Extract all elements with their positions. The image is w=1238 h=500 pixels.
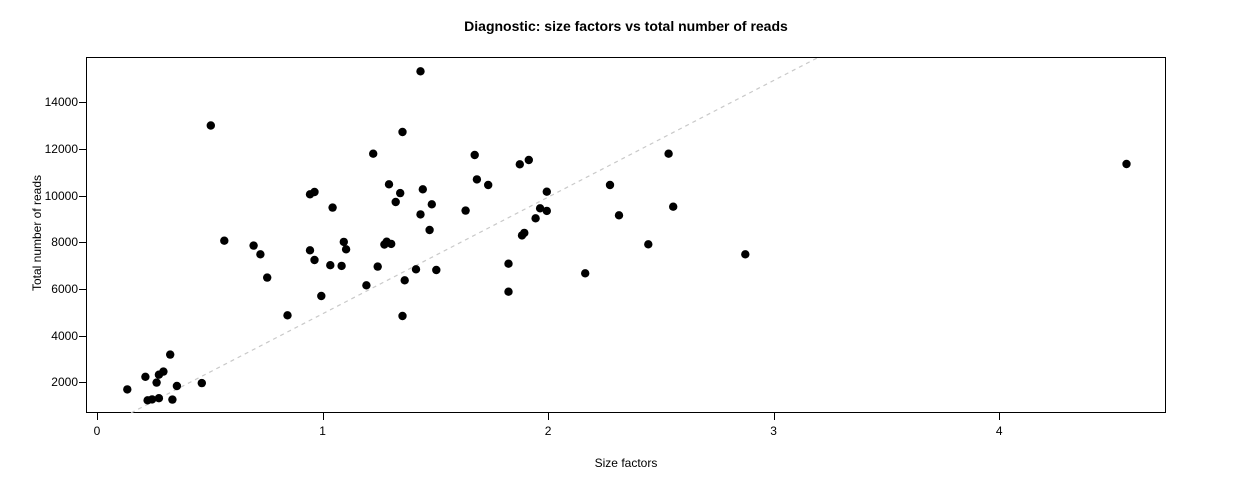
data-point [159,367,168,376]
x-tick-label: 0 [93,424,101,438]
data-point [168,395,177,404]
data-point [197,378,206,388]
data-point [341,245,351,254]
data-point [432,265,441,275]
y-tick [79,102,86,104]
data-point [147,395,157,404]
x-tick-label: 2 [544,424,552,438]
data-point [1122,159,1131,169]
data-point [520,228,529,238]
data-point [427,200,436,209]
data-point [337,261,346,271]
data-point [380,240,389,249]
data-point [400,276,409,285]
data-point [256,250,265,259]
data-point [644,240,653,249]
data-point [384,180,394,189]
data-point [504,259,513,268]
data-point [172,381,182,391]
data-point [398,127,407,137]
y-tick [79,382,86,384]
data-point [310,255,319,265]
data-point [391,197,400,207]
y-tick [79,288,86,290]
data-point [741,250,750,259]
x-tick-label: 1 [319,424,326,438]
x-tick-label: 4 [995,424,1003,438]
data-point [542,206,551,216]
data-point [166,350,175,359]
data-point [411,265,421,274]
y-tick-label: 6000 [51,281,78,296]
data-point [220,236,229,245]
data-point [317,291,326,301]
data-point [152,378,161,387]
scatter-canvas [123,58,1131,414]
data-point [249,241,258,250]
y-tick-label: 12000 [44,141,78,156]
data-point [531,214,540,223]
data-point [206,121,215,130]
data-point [581,269,590,278]
data-point [418,185,427,194]
y-tick-label: 8000 [51,235,78,250]
data-point [416,67,425,76]
y-tick [79,335,86,337]
data-point [123,385,132,394]
y-tick-label: 14000 [44,95,78,110]
data-point [387,239,396,249]
data-point [425,225,434,235]
y-tick [79,195,86,197]
data-point [326,261,335,270]
x-axis-label: Size factors [594,456,658,470]
data-point [542,187,551,196]
x-tick [548,413,550,420]
data-point [664,149,673,158]
data-point [535,204,545,213]
reference-dashed-line [127,58,819,414]
data-point [515,160,524,169]
y-tick [79,148,86,150]
data-point [305,246,315,255]
x-tick [999,413,1001,420]
data-point [310,187,319,197]
data-point [369,149,378,158]
data-point [141,372,150,381]
data-point [283,311,292,320]
y-axis-label: Total number of reads [30,174,44,292]
x-tick-label: 3 [770,424,777,438]
data-point [504,287,513,296]
x-tick [773,413,775,420]
data-point [373,262,382,271]
data-point [614,211,624,220]
chart-title: Diagnostic: size factors vs total number… [464,18,788,34]
y-tick [79,242,86,244]
data-point [416,210,425,219]
data-point [470,150,479,160]
y-tick-label: 10000 [44,188,78,203]
plot-area [86,57,1166,414]
data-point [154,394,164,403]
data-point [398,311,407,321]
x-tick [322,413,324,420]
data-point [461,206,470,215]
data-point [328,203,337,212]
data-point [362,281,371,290]
data-point [669,202,678,211]
y-tick-label: 2000 [51,375,78,390]
data-point [396,188,405,198]
x-tick [97,413,98,420]
data-point [484,180,493,190]
y-tick-label: 4000 [51,328,78,343]
data-point [524,155,533,165]
data-point [339,237,348,247]
data-point [605,180,615,190]
data-point [472,175,482,184]
data-point [263,273,272,282]
